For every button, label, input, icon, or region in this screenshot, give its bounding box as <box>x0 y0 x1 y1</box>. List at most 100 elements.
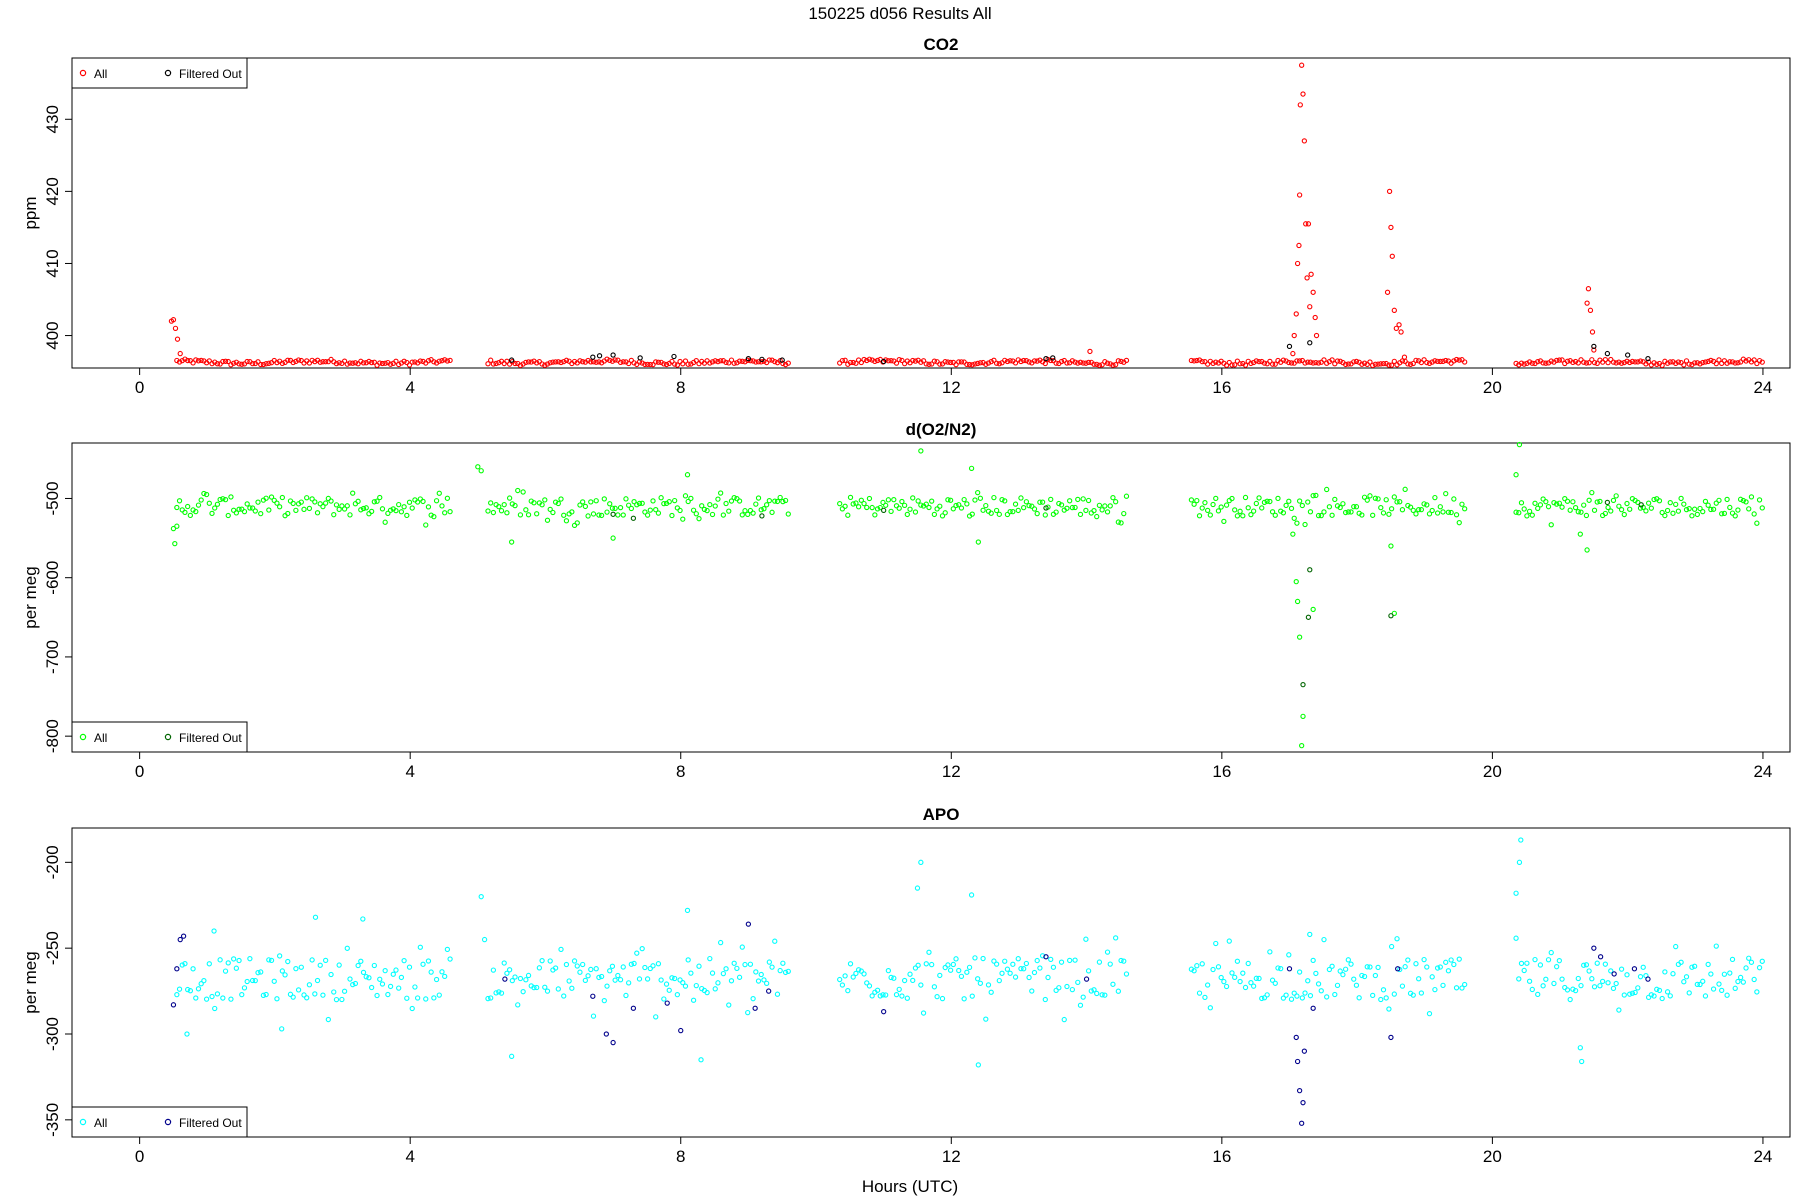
data-point-all <box>782 361 789 368</box>
y-tick-label: -300 <box>43 1017 62 1051</box>
data-point-all <box>1296 634 1303 640</box>
data-point-all <box>1740 979 1746 985</box>
data-point-all <box>1299 62 1305 68</box>
legend-marker-filtered <box>164 733 172 741</box>
data-point-all <box>561 358 567 365</box>
data-point-all <box>961 496 967 503</box>
data-point-all <box>1608 356 1614 363</box>
data-point-all <box>279 494 286 501</box>
data-point-all <box>247 956 253 962</box>
data-point-all <box>401 358 407 364</box>
data-point-all <box>1296 498 1303 504</box>
data-point-all <box>1310 360 1316 366</box>
data-point-all <box>550 359 556 365</box>
data-point-all <box>520 989 526 995</box>
data-point-all <box>961 996 967 1002</box>
data-point-all <box>508 539 515 545</box>
y-tick-label: -350 <box>43 1103 62 1137</box>
data-point-all <box>1312 314 1318 321</box>
data-point-all <box>1248 511 1254 518</box>
data-point-all <box>331 989 337 995</box>
data-point-all <box>1434 510 1441 516</box>
data-point-all <box>333 996 340 1003</box>
data-point-all <box>1299 743 1305 749</box>
data-point-all <box>1540 360 1546 366</box>
data-point-all <box>1456 956 1462 962</box>
data-point-all <box>918 982 924 988</box>
data-point-all <box>1648 505 1654 511</box>
data-point-all <box>436 490 442 496</box>
data-point-all <box>1310 289 1316 295</box>
data-point-all <box>1564 358 1571 364</box>
data-point-all <box>352 360 359 366</box>
data-point-all <box>1516 510 1522 516</box>
x-tick-label: 12 <box>942 378 961 397</box>
data-point-all <box>991 494 997 501</box>
data-point-all <box>1618 507 1625 513</box>
data-point-all <box>350 490 356 496</box>
data-point-all <box>1253 500 1259 507</box>
data-point-filtered <box>1299 1120 1305 1126</box>
data-point-all <box>1237 508 1243 514</box>
data-point-filtered <box>1043 954 1049 960</box>
data-point-all <box>1583 360 1590 366</box>
data-point-filtered <box>1307 567 1313 573</box>
data-point-all <box>1018 495 1024 501</box>
data-point-all <box>1083 360 1089 366</box>
data-point-all <box>661 500 667 507</box>
data-point-all <box>377 494 383 501</box>
data-point-filtered <box>1043 505 1049 511</box>
data-point-all <box>1204 507 1211 514</box>
data-point-all <box>233 965 240 971</box>
data-point-all <box>1662 512 1668 519</box>
data-point-all <box>1080 994 1086 1000</box>
data-point-all <box>322 359 329 365</box>
data-point-all <box>628 961 635 967</box>
data-point-all <box>1713 943 1719 949</box>
data-point-all <box>393 358 399 364</box>
data-point-all <box>1091 987 1097 993</box>
data-point-all <box>1391 494 1397 500</box>
data-point-all <box>1361 494 1368 500</box>
data-point-all <box>488 357 494 363</box>
data-point-all <box>1526 978 1533 984</box>
data-point-all <box>1429 507 1435 514</box>
data-point-all <box>953 502 959 509</box>
data-point-all <box>1637 505 1644 511</box>
data-point-all <box>496 989 502 995</box>
data-point-all <box>993 507 1000 514</box>
data-point-all <box>620 964 626 970</box>
data-point-all <box>1294 260 1301 267</box>
data-point-all <box>1579 1058 1585 1065</box>
panel-title: APO <box>923 805 960 824</box>
data-point-all <box>688 495 694 502</box>
data-point-all <box>980 507 986 513</box>
data-point-all <box>864 504 870 511</box>
data-point-all <box>409 505 415 511</box>
data-point-all <box>1421 501 1427 507</box>
data-point-all <box>433 498 440 504</box>
data-point-all <box>555 500 561 507</box>
data-point-all <box>1589 489 1595 496</box>
data-point-all <box>972 361 978 367</box>
data-point-all <box>766 959 772 965</box>
data-point-all <box>182 509 188 516</box>
data-point-all <box>1664 360 1671 366</box>
data-point-all <box>225 358 231 365</box>
data-point-all <box>942 510 948 516</box>
data-point-all <box>956 502 962 508</box>
data-point-all <box>1632 359 1638 365</box>
data-point-all <box>1199 358 1205 365</box>
data-point-all <box>1359 512 1365 518</box>
data-point-all <box>555 359 561 365</box>
data-point-all <box>478 468 484 474</box>
data-point-all <box>1286 359 1292 366</box>
data-point-all <box>1240 970 1246 976</box>
data-point-all <box>431 514 437 520</box>
data-point-all <box>1586 360 1592 366</box>
data-point-all <box>1443 959 1449 965</box>
data-point-all <box>742 359 748 365</box>
data-point-all <box>782 969 789 976</box>
data-point-all <box>1756 497 1763 503</box>
data-point-filtered <box>1293 1034 1299 1041</box>
